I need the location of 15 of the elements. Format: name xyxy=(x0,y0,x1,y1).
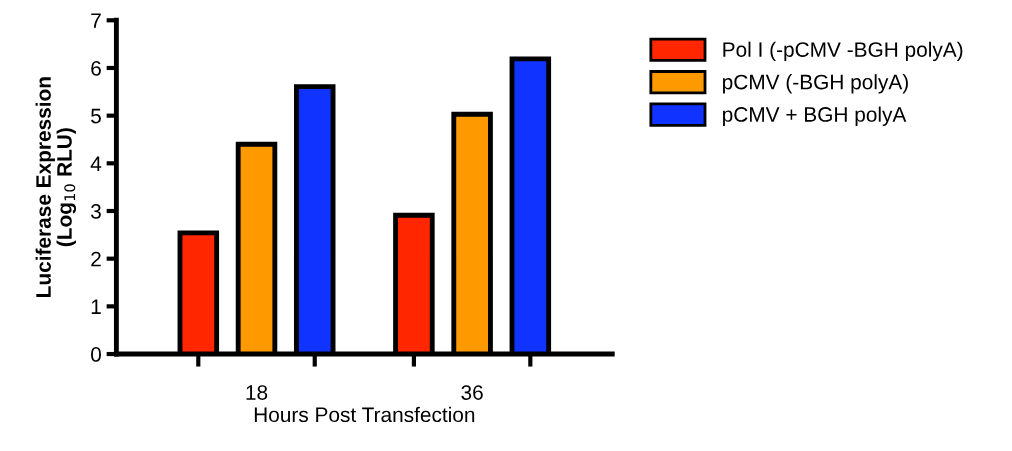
y-tick-label: 5 xyxy=(91,108,101,124)
y-axis-title: Luciferase Expression (Log$_{10}$ RLU) xyxy=(35,77,77,297)
legend-label: Pol I (-pCMV -BGH polyA) xyxy=(723,41,963,62)
y-tick-label: 6 xyxy=(91,60,101,76)
x-axis-title: Hours Post Transfection xyxy=(254,406,475,423)
y-tick-label: 1 xyxy=(91,299,101,314)
legend-label: pCMV (-BGH polyA) xyxy=(723,74,908,94)
y-tick-label: 2 xyxy=(91,251,101,267)
y-tick-label: 4 xyxy=(90,156,102,171)
y-tick-label: 0 xyxy=(91,347,101,362)
y-tick-label: 3 xyxy=(91,204,101,219)
x-tick-label: 36 xyxy=(461,385,483,400)
y-tick-label: 7 xyxy=(91,13,101,28)
x-tick-label: 18 xyxy=(246,385,268,400)
legend-label: pCMV + BGH polyA xyxy=(723,106,907,126)
